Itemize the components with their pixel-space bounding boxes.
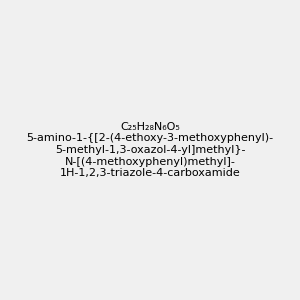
Text: C₂₅H₂₈N₆O₅
5-amino-1-{[2-(4-ethoxy-3-methoxyphenyl)-
5-methyl-1,3-oxazol-4-yl]me: C₂₅H₂₈N₆O₅ 5-amino-1-{[2-(4-ethoxy-3-met… xyxy=(26,122,274,178)
